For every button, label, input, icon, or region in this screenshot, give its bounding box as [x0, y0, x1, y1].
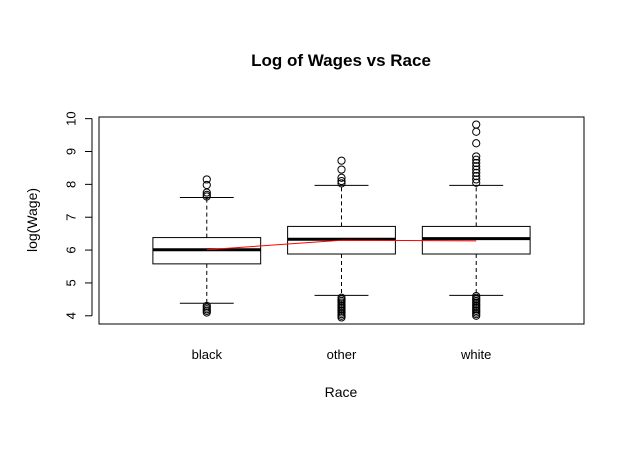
outlier-point — [202, 301, 211, 311]
outlier-point — [202, 180, 211, 190]
x-tick-label-black: black — [192, 347, 223, 362]
outlier-point — [472, 152, 481, 161]
outlier-point — [472, 178, 481, 187]
outlier-point — [472, 165, 481, 174]
outlier-point — [472, 168, 481, 177]
mean-line — [206, 239, 477, 251]
y-tick-label: 4 — [63, 312, 78, 319]
chart-title: Log of Wages vs Race — [251, 51, 431, 70]
outlier-point — [337, 179, 346, 188]
outlier-point — [337, 156, 346, 165]
y-tick-label: 7 — [63, 214, 78, 221]
outlier-point — [472, 120, 481, 129]
outlier-point — [472, 158, 481, 168]
y-axis: 4 5 6 7 8 9 10 — [63, 111, 93, 319]
y-axis-label: log(Wage) — [24, 188, 40, 252]
box-other — [287, 156, 396, 322]
y-tick-label: 8 — [63, 181, 78, 188]
box-white — [421, 120, 531, 320]
x-tick-label-white: white — [460, 347, 491, 362]
x-tick-label-other: other — [327, 347, 357, 362]
outlier-point — [472, 175, 481, 184]
plot-frame — [98, 116, 585, 325]
y-tick-label: 10 — [63, 111, 78, 125]
outlier-point — [472, 162, 481, 171]
x-axis-label: Race — [325, 384, 358, 400]
outlier-point — [202, 175, 211, 184]
boxes-group — [152, 120, 531, 322]
outlier-point — [472, 127, 481, 136]
outlier-point — [337, 176, 346, 186]
y-tick-label: 6 — [63, 246, 78, 253]
outlier-point — [202, 190, 211, 199]
y-tick-label: 5 — [63, 279, 78, 286]
outlier-point — [337, 165, 346, 174]
outlier-point — [472, 172, 481, 181]
mean-line-group — [206, 239, 477, 251]
outlier-point — [472, 139, 481, 148]
x-axis: black other white — [192, 347, 492, 362]
y-tick-label: 9 — [63, 148, 78, 155]
outlier-point — [472, 155, 481, 164]
outlier-point — [337, 173, 346, 182]
outlier-point — [472, 291, 481, 301]
box-black — [152, 175, 262, 317]
outlier-point — [337, 293, 346, 302]
